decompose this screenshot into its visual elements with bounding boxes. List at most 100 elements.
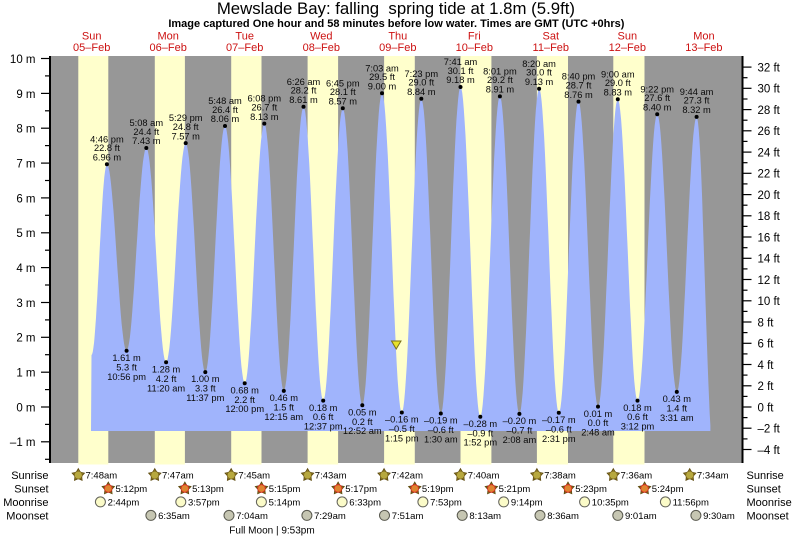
svg-text:10 ft: 10 ft: [758, 296, 781, 308]
svg-text:Thu: Thu: [388, 31, 407, 43]
svg-text:05–Feb: 05–Feb: [73, 42, 110, 54]
svg-text:3 m: 3 m: [16, 298, 35, 310]
svg-text:5:48 am: 5:48 am: [208, 96, 242, 106]
svg-text:5:12pm: 5:12pm: [116, 484, 148, 495]
svg-text:2.2 ft: 2.2 ft: [234, 395, 255, 405]
svg-text:11:37 pm: 11:37 pm: [186, 393, 224, 403]
svg-text:7:41 am: 7:41 am: [444, 57, 478, 67]
svg-text:14 ft: 14 ft: [758, 254, 781, 266]
svg-text:1:52 pm: 1:52 pm: [464, 438, 498, 448]
svg-text:4.2 ft: 4.2 ft: [156, 374, 177, 384]
svg-text:Mewslade Bay: falling spring: Mewslade Bay: falling spring tide at 1.8…: [217, 0, 575, 18]
svg-text:30.1 ft: 30.1 ft: [448, 66, 474, 76]
svg-text:7:42am: 7:42am: [391, 471, 423, 482]
svg-text:08–Feb: 08–Feb: [303, 42, 340, 54]
svg-text:1.00 m: 1.00 m: [191, 374, 220, 384]
svg-text:2 m: 2 m: [16, 333, 35, 345]
svg-text:–4 ft: –4 ft: [758, 445, 781, 457]
svg-text:8.57 m: 8.57 m: [329, 96, 358, 106]
svg-text:10–Feb: 10–Feb: [456, 42, 493, 54]
svg-text:Wed: Wed: [310, 31, 332, 43]
svg-text:12 ft: 12 ft: [758, 275, 781, 287]
svg-text:3:31 am: 3:31 am: [660, 413, 694, 423]
svg-text:Sun: Sun: [82, 31, 102, 43]
svg-text:9 m: 9 m: [16, 89, 35, 101]
svg-text:–0.7 ft: –0.7 ft: [506, 426, 532, 436]
svg-text:9:00 am: 9:00 am: [601, 69, 635, 79]
svg-text:12:15 am: 12:15 am: [264, 412, 303, 422]
svg-text:27.6 ft: 27.6 ft: [644, 93, 670, 103]
svg-text:6:33pm: 6:33pm: [349, 498, 381, 509]
svg-text:1:30 am: 1:30 am: [424, 435, 458, 445]
svg-text:7:40am: 7:40am: [468, 471, 500, 482]
svg-text:4 ft: 4 ft: [758, 360, 775, 372]
svg-text:1.28 m: 1.28 m: [152, 365, 181, 375]
svg-text:8.13 m: 8.13 m: [250, 112, 279, 122]
svg-text:1 m: 1 m: [16, 368, 35, 380]
svg-text:–0.16 m: –0.16 m: [385, 415, 419, 425]
svg-text:2 ft: 2 ft: [758, 381, 775, 393]
svg-text:12:52 am: 12:52 am: [343, 426, 382, 436]
svg-text:07–Feb: 07–Feb: [226, 42, 263, 54]
svg-text:1.4 ft: 1.4 ft: [666, 404, 687, 414]
svg-text:5:19pm: 5:19pm: [422, 484, 454, 495]
svg-text:8.76 m: 8.76 m: [564, 90, 593, 100]
svg-text:1:15 pm: 1:15 pm: [385, 434, 419, 444]
svg-text:2:08 am: 2:08 am: [503, 435, 537, 445]
svg-text:Mon: Mon: [693, 31, 714, 43]
svg-text:Sunset: Sunset: [747, 484, 781, 496]
svg-text:5:14pm: 5:14pm: [269, 498, 301, 509]
svg-text:6 m: 6 m: [16, 193, 35, 205]
svg-text:27.3 ft: 27.3 ft: [684, 96, 710, 106]
svg-text:–2 ft: –2 ft: [758, 424, 781, 436]
svg-text:Sat: Sat: [543, 31, 560, 43]
svg-text:–0.20 m: –0.20 m: [503, 416, 537, 426]
svg-text:Moonset: Moonset: [747, 510, 789, 522]
svg-text:24 ft: 24 ft: [758, 148, 781, 160]
svg-text:8.40 m: 8.40 m: [643, 102, 672, 112]
svg-text:7:53pm: 7:53pm: [430, 498, 462, 509]
svg-text:29.5 ft: 29.5 ft: [369, 72, 395, 82]
svg-text:Sun: Sun: [618, 31, 638, 43]
svg-text:1.61 m: 1.61 m: [112, 353, 141, 363]
svg-text:8.91 m: 8.91 m: [486, 85, 515, 95]
svg-text:8:36am: 8:36am: [547, 511, 579, 522]
svg-text:7:38am: 7:38am: [544, 471, 576, 482]
svg-text:9:22 pm: 9:22 pm: [640, 84, 674, 94]
svg-text:0 m: 0 m: [16, 402, 35, 414]
svg-text:1.5 ft: 1.5 ft: [273, 403, 294, 413]
svg-text:5:24pm: 5:24pm: [652, 484, 684, 495]
svg-text:2:44pm: 2:44pm: [108, 498, 140, 509]
svg-text:Moonrise: Moonrise: [3, 497, 48, 509]
svg-text:–0.28 m: –0.28 m: [464, 419, 498, 429]
svg-text:8 ft: 8 ft: [758, 317, 775, 329]
svg-text:7:03 am: 7:03 am: [365, 63, 399, 73]
svg-text:10:56 pm: 10:56 pm: [107, 372, 146, 382]
svg-text:5.3 ft: 5.3 ft: [116, 362, 137, 372]
svg-text:8.84 m: 8.84 m: [407, 87, 436, 97]
svg-text:6:08 pm: 6:08 pm: [248, 94, 282, 104]
svg-text:Sunrise: Sunrise: [11, 470, 48, 482]
svg-text:12–Feb: 12–Feb: [609, 42, 646, 54]
svg-text:Sunrise: Sunrise: [747, 470, 784, 482]
svg-text:9.13 m: 9.13 m: [525, 77, 554, 87]
svg-text:0.46 m: 0.46 m: [270, 393, 299, 403]
svg-text:6 ft: 6 ft: [758, 339, 775, 351]
svg-text:8.06 m: 8.06 m: [211, 114, 240, 124]
svg-text:26 ft: 26 ft: [758, 126, 781, 138]
svg-text:8:40 pm: 8:40 pm: [562, 72, 596, 82]
svg-text:Mon: Mon: [157, 31, 178, 43]
svg-text:12:37 pm: 12:37 pm: [304, 422, 343, 432]
svg-text:3:12 pm: 3:12 pm: [621, 422, 655, 432]
svg-text:8:01 pm: 8:01 pm: [483, 67, 517, 77]
svg-text:0.0 ft: 0.0 ft: [588, 418, 609, 428]
svg-text:11–Feb: 11–Feb: [533, 42, 570, 54]
svg-text:0.05 m: 0.05 m: [348, 407, 377, 417]
svg-text:5:29 pm: 5:29 pm: [169, 113, 203, 123]
svg-text:–0.19 m: –0.19 m: [424, 416, 458, 426]
svg-text:7:29am: 7:29am: [314, 511, 346, 522]
svg-text:0.2 ft: 0.2 ft: [352, 417, 373, 427]
svg-text:Tue: Tue: [235, 31, 254, 43]
svg-text:9:14pm: 9:14pm: [511, 498, 543, 509]
svg-text:28 ft: 28 ft: [758, 105, 781, 117]
